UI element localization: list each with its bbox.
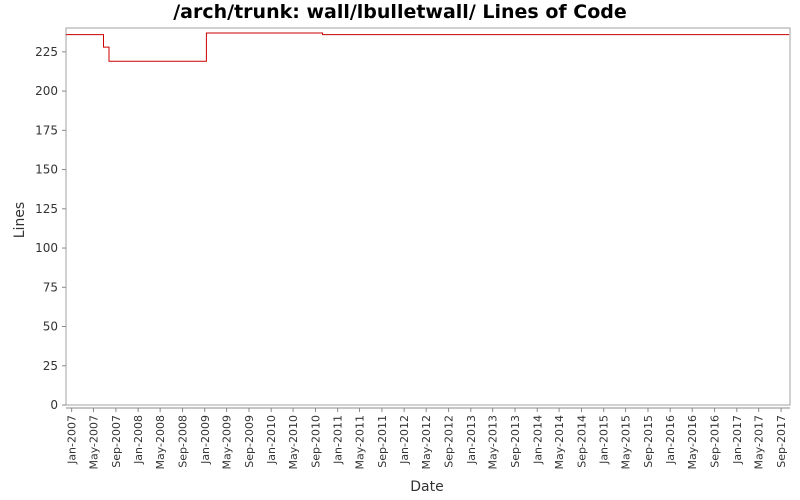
- x-tick-label: May-2008: [154, 415, 167, 470]
- x-tick-label: Sep-2015: [642, 415, 655, 468]
- x-tick-label: May-2007: [87, 415, 100, 470]
- x-axis-label: Date: [410, 479, 443, 495]
- series-line: [66, 32, 790, 62]
- y-tick-label: 175: [35, 123, 58, 137]
- y-tick-label: 0: [50, 398, 58, 412]
- x-tick-label: Sep-2017: [775, 415, 788, 468]
- x-tick-label: Jan-2007: [66, 415, 79, 465]
- x-tick-label: Jan-2008: [132, 415, 145, 465]
- x-tick-label: May-2013: [487, 415, 500, 470]
- x-tick-label: May-2010: [287, 415, 300, 470]
- x-tick-label: Sep-2008: [177, 415, 190, 468]
- x-tick-label: Sep-2012: [443, 415, 456, 468]
- plot-area: [65, 27, 791, 406]
- x-tick-label: May-2012: [420, 415, 433, 470]
- x-tick-label: Jan-2013: [465, 415, 478, 465]
- x-tick-label: Jan-2015: [598, 415, 611, 465]
- x-tick-label: May-2015: [620, 415, 633, 470]
- y-tick-label: 225: [35, 45, 58, 59]
- x-tick-label: Sep-2010: [309, 415, 322, 468]
- y-tick-label: 100: [35, 241, 58, 255]
- y-axis-label: Lines: [12, 202, 28, 238]
- y-tick-label: 25: [43, 359, 58, 373]
- x-tick-label: Sep-2007: [110, 415, 123, 468]
- y-axis: 0 25 50 75 100 125 150 175 200 225: [35, 45, 66, 412]
- x-tick-label: Jan-2010: [265, 415, 278, 465]
- x-tick-label: Jan-2009: [199, 415, 212, 465]
- x-axis: Jan-2007 May-2007 Sep-2007 Jan-2008 May-2008…: [66, 407, 790, 470]
- chart-title: /arch/trunk: wall/lbulletwall/ Lines of …: [173, 1, 627, 23]
- x-tick-label: Jan-2011: [332, 415, 345, 465]
- x-tick-label: Sep-2011: [376, 415, 389, 468]
- y-tick-label: 125: [35, 202, 58, 216]
- x-tick-label: Sep-2013: [509, 415, 522, 468]
- x-tick-label: May-2016: [686, 415, 699, 470]
- y-tick-label: 75: [43, 280, 58, 294]
- x-tick-label: Jan-2014: [531, 415, 544, 465]
- y-tick-label: 50: [43, 320, 58, 334]
- y-tick-label: 150: [35, 163, 58, 177]
- x-tick-label: Jan-2012: [398, 415, 411, 465]
- x-tick-label: Jan-2016: [664, 415, 677, 465]
- x-tick-label: Jan-2017: [731, 415, 744, 465]
- x-tick-label: Sep-2009: [243, 415, 256, 468]
- x-tick-label: May-2014: [553, 415, 566, 470]
- x-tick-label: May-2009: [221, 415, 234, 470]
- y-tick-label: 200: [35, 84, 58, 98]
- x-tick-label: Sep-2016: [709, 415, 722, 468]
- x-tick-label: Sep-2014: [576, 415, 589, 468]
- x-tick-label: May-2017: [753, 415, 766, 470]
- x-tick-label: May-2011: [354, 415, 367, 470]
- series-group: [66, 32, 790, 62]
